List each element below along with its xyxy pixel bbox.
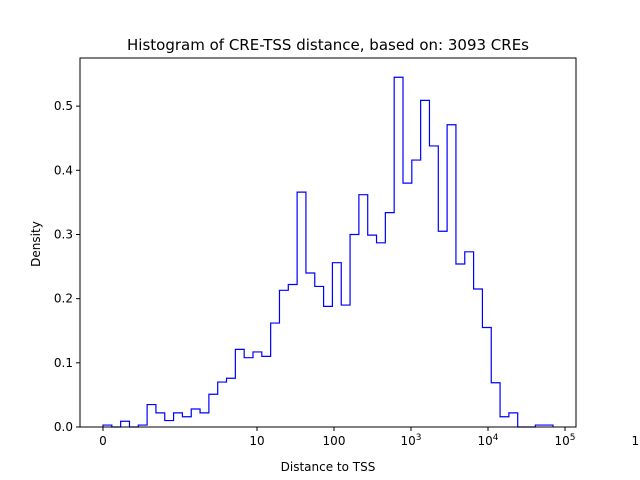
histogram-bin	[253, 352, 262, 427]
histogram-bin	[121, 421, 130, 427]
x-tick-label: 10	[249, 434, 264, 448]
y-tick-label: 0.3	[54, 227, 73, 241]
histogram-bin	[279, 290, 288, 427]
x-tick-label: 100	[323, 434, 346, 448]
y-tick-label: 0.4	[54, 163, 73, 177]
histogram-bin	[491, 383, 500, 427]
histogram-bin	[429, 146, 438, 427]
histogram-bin	[165, 421, 174, 427]
histogram-bin	[447, 125, 456, 427]
x-tick-label: 103	[400, 433, 421, 448]
histogram-bin	[403, 183, 412, 427]
plot-area: 0 10 100 103 104 105 106 0.0 0.1 0.2 0.3 0.4 0.5	[54, 57, 640, 448]
histogram-bin	[227, 378, 236, 427]
histogram-bin	[412, 160, 421, 427]
histogram-bin	[315, 286, 324, 427]
histogram-bin	[147, 405, 156, 427]
histogram-bin	[341, 305, 350, 427]
histogram-bin	[394, 77, 403, 427]
x-tick-label: 0	[99, 434, 107, 448]
histogram-bin	[209, 394, 218, 427]
histogram-step-line	[102, 76, 554, 428]
y-tick-label: 0.5	[54, 99, 73, 113]
histogram-bin	[359, 195, 368, 427]
histogram-bin	[421, 100, 430, 427]
histogram-bin	[174, 413, 183, 427]
histogram-bin	[385, 213, 394, 427]
y-axis-label: Density	[29, 221, 43, 267]
histogram-bin	[324, 306, 333, 427]
histogram-bin	[271, 323, 280, 427]
histogram-bin	[235, 349, 244, 427]
x-tick-label: 106	[631, 433, 640, 448]
histogram-bin	[306, 273, 315, 427]
x-axis-label: Distance to TSS	[281, 460, 376, 474]
histogram-bars	[103, 77, 553, 427]
histogram-bin	[368, 235, 377, 427]
x-tick-label: 104	[477, 433, 498, 448]
histogram-bin	[509, 413, 518, 427]
histogram-bin	[200, 413, 209, 427]
histogram-bin	[500, 417, 509, 427]
axes-frame	[79, 57, 577, 428]
y-tick-label: 0.0	[54, 420, 73, 434]
histogram-bin	[438, 231, 447, 427]
histogram-bin	[297, 192, 306, 427]
histogram-bin	[244, 358, 253, 427]
histogram-bin	[191, 409, 200, 427]
histogram-bin	[377, 243, 386, 427]
histogram-bin	[332, 263, 341, 427]
histogram-bin	[465, 252, 474, 427]
histogram-bin	[262, 356, 271, 427]
histogram-bin	[350, 234, 359, 427]
histogram-bin	[456, 264, 465, 427]
histogram-bin	[182, 417, 191, 427]
histogram-bin	[218, 382, 227, 427]
histogram-bin	[156, 413, 165, 427]
x-tick-label: 105	[554, 433, 575, 448]
chart-title: Histogram of CRE-TSS distance, based on:…	[127, 36, 529, 54]
y-tick-label: 0.1	[54, 356, 73, 370]
histogram-bin	[288, 285, 297, 427]
y-tick-label: 0.2	[54, 292, 73, 306]
histogram-bin	[474, 289, 483, 427]
histogram-bin	[482, 328, 491, 427]
